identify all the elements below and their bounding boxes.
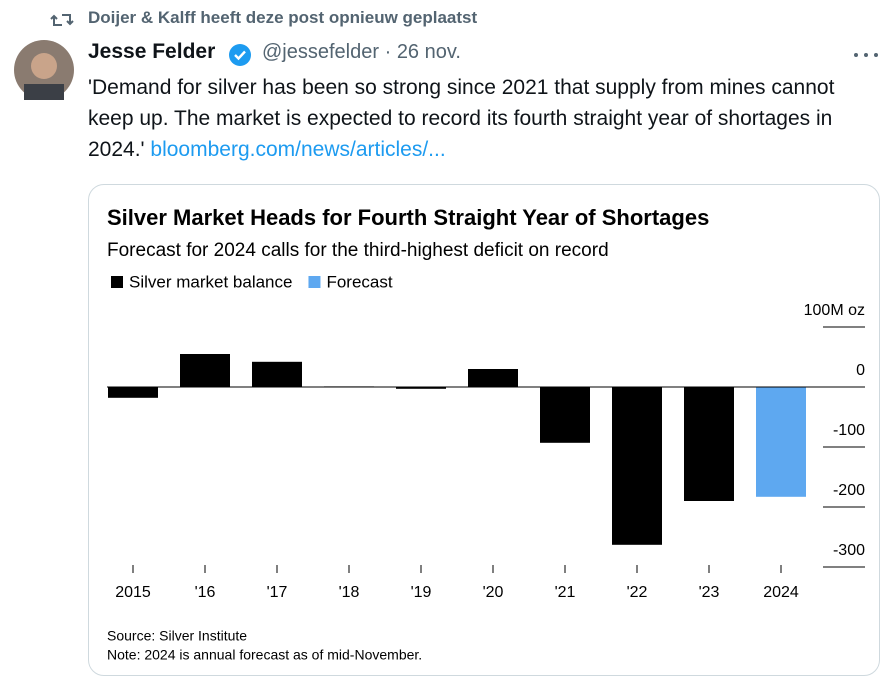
legend-swatch bbox=[111, 276, 123, 288]
x-tick-label: '17 bbox=[267, 584, 288, 601]
bar bbox=[684, 387, 734, 501]
repost-label[interactable]: Doijer & Kalff heeft deze post opnieuw g… bbox=[88, 8, 478, 27]
x-tick-label: '19 bbox=[411, 584, 432, 601]
repost-icon bbox=[50, 14, 74, 26]
more-menu[interactable] bbox=[852, 50, 880, 60]
media-card[interactable]: Silver Market Heads for Fourth Straight … bbox=[88, 184, 880, 676]
author-handle[interactable]: @jessefelder bbox=[262, 41, 380, 63]
bar bbox=[396, 387, 446, 389]
bar bbox=[252, 361, 302, 387]
bar bbox=[180, 354, 230, 387]
y-tick-label: 0 bbox=[856, 362, 865, 379]
x-tick-label: '16 bbox=[195, 584, 216, 601]
bar bbox=[756, 387, 806, 497]
bar bbox=[540, 387, 590, 443]
tweet-body: 'Demand for silver has been so strong si… bbox=[88, 76, 835, 161]
tweet-link[interactable]: bloomberg.com/news/articles/... bbox=[150, 138, 446, 161]
x-tick-label: '20 bbox=[483, 584, 504, 601]
bar bbox=[468, 369, 518, 387]
x-tick-label: '21 bbox=[555, 584, 576, 601]
author-name[interactable]: Jesse Felder bbox=[88, 40, 216, 63]
y-tick-label: 100M oz bbox=[804, 302, 865, 319]
y-tick-label: -100 bbox=[833, 422, 865, 439]
x-tick-label: '18 bbox=[339, 584, 360, 601]
legend-label: Forecast bbox=[326, 272, 392, 291]
x-tick-label: 2015 bbox=[115, 584, 151, 601]
avatar[interactable] bbox=[14, 40, 74, 100]
x-tick-label: 2024 bbox=[763, 584, 799, 601]
post-date[interactable]: 26 nov. bbox=[396, 41, 461, 63]
chart-title: Silver Market Heads for Fourth Straight … bbox=[107, 205, 709, 230]
chart-subtitle: Forecast for 2024 calls for the third-hi… bbox=[107, 240, 609, 261]
verified-badge bbox=[229, 44, 251, 66]
bar bbox=[612, 387, 662, 545]
legend-swatch bbox=[308, 276, 321, 288]
y-tick-label: -200 bbox=[833, 482, 865, 499]
y-tick-label: -300 bbox=[833, 542, 865, 559]
chart-note: Note: 2024 is annual forecast as of mid-… bbox=[107, 647, 422, 663]
tweet-text: 'Demand for silver has been so strong si… bbox=[88, 72, 880, 165]
x-tick-label: '22 bbox=[627, 584, 648, 601]
legend-label: Silver market balance bbox=[129, 272, 292, 291]
chart-note: Source: Silver Institute bbox=[107, 628, 247, 644]
bar bbox=[108, 387, 158, 398]
x-tick-label: '23 bbox=[699, 584, 720, 601]
chart: Silver Market Heads for Fourth Straight … bbox=[107, 205, 865, 663]
author-meta: @jessefelder · 26 nov. bbox=[262, 41, 461, 63]
